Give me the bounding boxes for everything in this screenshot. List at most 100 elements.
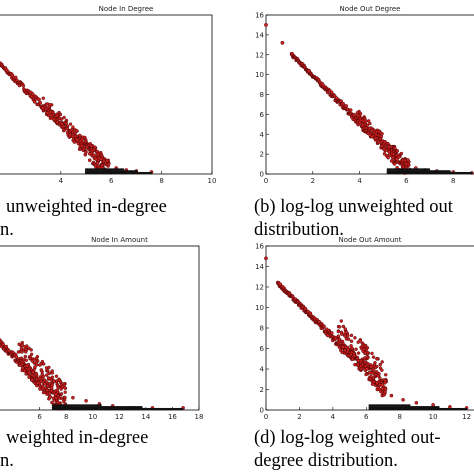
data-point: [19, 346, 24, 351]
data-point: [63, 390, 67, 394]
data-point: [329, 331, 334, 335]
data-point: [10, 73, 15, 77]
data-point: [94, 157, 98, 161]
data-point: [363, 344, 368, 348]
data-point: [280, 40, 285, 45]
data-point: [363, 351, 367, 355]
data-point: [400, 158, 405, 163]
data-point: [395, 157, 399, 161]
data-point: [20, 362, 24, 367]
data-point: [365, 367, 369, 371]
data-point: [358, 339, 362, 343]
data-point: [386, 155, 390, 160]
data-point: [68, 122, 73, 126]
data-point: [386, 141, 390, 146]
data-point: [383, 140, 387, 144]
data-point: [59, 392, 64, 396]
scatter-points: [264, 256, 469, 411]
data-point: [374, 136, 378, 141]
data-point: [364, 372, 368, 377]
data-point: [349, 344, 353, 348]
data-point: [44, 107, 48, 112]
data-point: [48, 381, 52, 386]
data-point: [48, 394, 53, 399]
data-point: [30, 92, 35, 96]
data-point: [45, 373, 49, 377]
data-point: [96, 152, 101, 157]
data-point: [87, 158, 92, 162]
y-tick-label: 8: [260, 91, 264, 99]
x-tick-label: 10: [429, 413, 438, 421]
data-point: [58, 112, 63, 117]
data-point: [150, 171, 153, 175]
data-point: [377, 129, 381, 134]
panel-node-in-degree: Node In Degree 4 6 8 10: [0, 5, 216, 185]
caption-a-line1: unweighted in-degree: [6, 197, 167, 217]
scatter-points: [0, 61, 154, 175]
data-point: [368, 126, 372, 131]
data-point: [339, 348, 343, 352]
data-point: [57, 116, 62, 121]
y-tick-label: 12: [255, 284, 264, 292]
x-tick-label: 8: [397, 413, 401, 421]
data-point: [337, 345, 342, 349]
data-point: [338, 325, 342, 329]
data-point: [341, 101, 346, 106]
data-point: [47, 376, 51, 380]
panel-node-out-amount: Node Out Amount 0 2 4 6 8 10 12 0 2 4 6 8 10 12 14 16: [255, 236, 474, 421]
data-point: [338, 337, 342, 342]
data-point: [57, 396, 62, 400]
data-point: [361, 344, 365, 348]
chart-title: Node Out Degree: [340, 5, 401, 13]
data-point: [34, 356, 39, 361]
data-point: [391, 155, 395, 160]
data-point: [371, 368, 376, 373]
data-point: [65, 126, 70, 131]
data-point: [356, 359, 361, 363]
y-tick-label: 16: [255, 243, 264, 251]
data-point: [60, 122, 64, 126]
data-point: [380, 144, 384, 148]
data-point: [408, 404, 411, 407]
data-point: [50, 371, 54, 375]
data-point: [87, 152, 92, 156]
x-tick-label: 2: [297, 413, 301, 421]
x-tick-label: 4: [357, 177, 362, 185]
data-point: [347, 337, 351, 341]
data-point: [406, 158, 410, 162]
data-point: [71, 125, 75, 129]
data-point: [83, 139, 88, 144]
data-point: [343, 327, 347, 331]
data-point: [71, 134, 75, 139]
panel-node-in-amount: Node In Amount 6 8 10 12 14 16 18: [0, 236, 203, 421]
data-point: [356, 363, 360, 368]
y-tick-label: 4: [260, 366, 265, 374]
data-point: [27, 375, 31, 379]
data-point: [344, 330, 349, 334]
data-point: [54, 396, 58, 400]
data-point: [336, 334, 341, 338]
data-point: [368, 121, 372, 126]
data-point: [349, 339, 354, 343]
data-point: [61, 399, 66, 403]
x-tick-label: 6: [109, 177, 114, 185]
x-tick-label: 4: [331, 413, 336, 421]
data-point: [377, 140, 381, 144]
data-point: [380, 368, 384, 372]
data-point: [363, 364, 368, 368]
data-point: [55, 400, 60, 405]
data-point: [345, 350, 350, 354]
data-point: [14, 354, 19, 359]
data-point: [370, 351, 374, 356]
y-tick-label: 10: [255, 71, 264, 79]
data-point: [50, 400, 54, 405]
data-point: [181, 407, 184, 411]
data-point: [448, 170, 451, 173]
x-tick-label: 8: [159, 177, 163, 185]
y-tick-label: 6: [260, 345, 265, 353]
data-point: [369, 365, 373, 369]
data-point: [68, 132, 73, 137]
data-point: [341, 324, 346, 329]
data-point: [464, 407, 468, 411]
data-point: [22, 369, 27, 373]
